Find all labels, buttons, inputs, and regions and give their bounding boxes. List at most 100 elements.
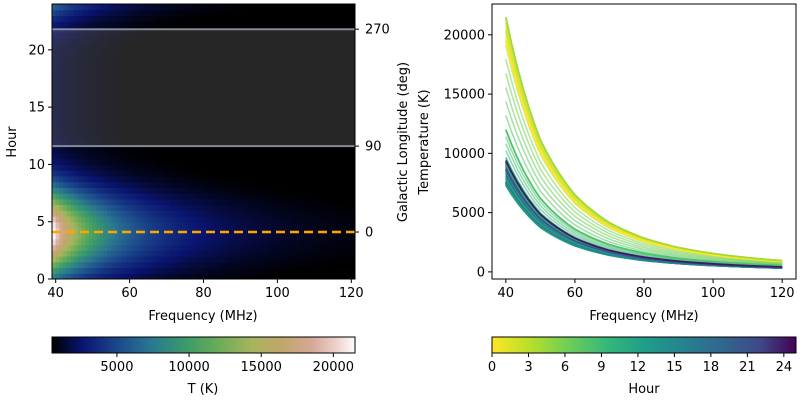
heatmap-cell [100, 72, 105, 80]
heatmap-cell [207, 118, 212, 125]
heatmap-cell [107, 238, 112, 246]
heatmap-cell [299, 55, 304, 62]
heatmap-cell [107, 78, 112, 85]
heatmap-cell [133, 32, 138, 39]
heatmap-cell [270, 72, 275, 80]
heatmap-cell [96, 101, 101, 108]
heatmap-cell [111, 204, 116, 211]
heatmap-cell [325, 55, 330, 62]
heatmap-cell [151, 141, 157, 148]
heatmap-cell [314, 84, 319, 91]
heatmap-cell [129, 67, 134, 74]
heatmap-cell [233, 95, 238, 102]
heatmap-cell [185, 32, 190, 39]
heatmap-cell [140, 238, 145, 246]
heatmap-cell [351, 158, 355, 166]
heatmap-cell [148, 221, 153, 229]
heatmap-cell [77, 233, 83, 240]
heatmap-cell [74, 147, 79, 154]
heatmap-cell [118, 9, 123, 17]
heatmap-cell [244, 84, 249, 91]
heatmap-cell [329, 130, 334, 137]
heatmap-cell [140, 130, 145, 137]
heatmap-cell [196, 164, 201, 171]
heatmap-cell [144, 141, 149, 148]
heatmap-cell [318, 256, 323, 263]
heatmap-cell [244, 78, 249, 85]
heatmap-cell [63, 118, 68, 125]
heatmap-cell [192, 221, 197, 229]
heatmap-cell [118, 181, 123, 188]
heatmap-cell [295, 89, 301, 97]
heatmap-cell [236, 38, 242, 45]
heatmap-cell [133, 215, 138, 223]
heatmap-cell [92, 198, 97, 206]
heatmap-cell [270, 61, 275, 68]
heatmap-cell [118, 227, 123, 234]
heatmap-cell [181, 250, 186, 257]
heatmap-cell [55, 273, 60, 279]
series-line-hour-4 [504, 16, 783, 262]
heatmap-cell [233, 78, 238, 85]
heatmap-cell [277, 78, 282, 85]
heatmap-cell [100, 32, 105, 39]
heatmap-cell [214, 72, 219, 80]
heatmap-cell [270, 112, 275, 120]
heatmap-cell [103, 135, 109, 143]
heatmap-cell [340, 267, 345, 274]
heatmap-cell [225, 78, 230, 85]
heatmap-cell [336, 135, 341, 143]
heatmap-cell [251, 221, 256, 229]
heatmap-cell [92, 118, 97, 125]
heatmap-cell [284, 135, 290, 143]
heatmap-cell [66, 233, 72, 240]
heatmap-cell [244, 256, 249, 263]
heatmap-cell [199, 107, 205, 114]
heatmap-cell [181, 170, 186, 177]
heatmap-cell [262, 15, 267, 22]
heatmap-cell [103, 89, 109, 97]
heatmap-cell [96, 67, 101, 74]
heatmap-cell [329, 238, 334, 246]
heatmap-cell [140, 227, 145, 234]
heatmap-cell [188, 273, 194, 279]
heatmap-cell [247, 49, 253, 57]
heatmap-cell [111, 15, 116, 22]
heatmap-cell [318, 15, 323, 22]
heatmap-cell [85, 193, 90, 200]
heatmap-cell [55, 21, 60, 28]
heatmap-cell [266, 158, 271, 166]
heatmap-cell [59, 175, 64, 183]
heatmap-cell [225, 198, 230, 206]
heatmap-cell [292, 84, 297, 91]
heatmap-cell [240, 130, 245, 137]
heatmap-cell [325, 84, 330, 91]
heatmap-cell [151, 15, 157, 22]
heatmap-cell [225, 89, 230, 97]
heatmap-cell [321, 267, 327, 274]
heatmap-cell [332, 227, 338, 234]
heatmap-cell [258, 15, 264, 22]
heatmap-cell [347, 72, 352, 80]
heatmap-cell [81, 72, 86, 80]
heatmap-cell [177, 89, 182, 97]
heatmap-cell [74, 170, 79, 177]
heatmap-cell [173, 273, 179, 279]
heatmap-cell [236, 55, 242, 62]
heatmap-cell [251, 198, 256, 206]
heatmap-cell [155, 215, 160, 223]
heatmap-cell [325, 210, 330, 217]
heatmap-cell [77, 72, 83, 80]
heatmap-cell [306, 215, 312, 223]
heatmap-cell [170, 95, 175, 102]
heatmap-cell [92, 273, 97, 279]
heatmap-cell [314, 210, 319, 217]
heatmap-cell [347, 227, 352, 234]
heatmap-cell [170, 38, 175, 45]
heatmap-cell [244, 193, 249, 200]
heatmap-cell [266, 135, 271, 143]
heatmap-cell [111, 118, 116, 125]
heatmap-cell [188, 15, 194, 22]
heatmap-cell [181, 267, 186, 274]
